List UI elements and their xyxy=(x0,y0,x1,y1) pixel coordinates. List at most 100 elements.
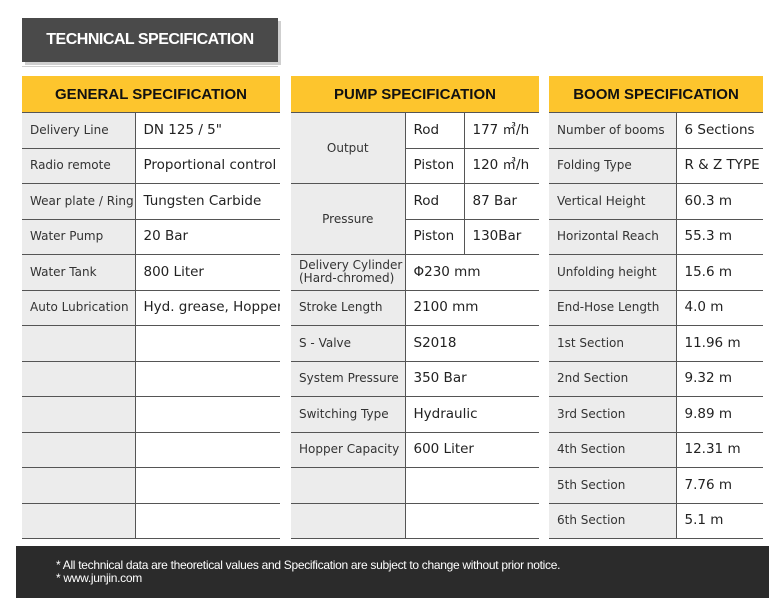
table-row: Vertical Height 60.3 m xyxy=(549,183,763,220)
empty-row xyxy=(22,467,280,504)
pressure-piston-label: Piston xyxy=(404,219,464,255)
table-row: Folding Type R & Z TYPE xyxy=(549,148,763,184)
boom-label: 1st Section xyxy=(549,325,676,362)
table-row: Piston 120 ㎥/h xyxy=(291,148,540,184)
table-row: 3rd Section 9.89 m xyxy=(549,396,763,433)
pump-value: Hydraulic xyxy=(404,396,540,433)
boom-label: Unfolding height xyxy=(549,254,676,291)
table-row: 4th Section 12.31 m xyxy=(549,432,763,468)
boom-value: 7.76 m xyxy=(675,467,763,504)
pressure-rod-value: 87 Bar xyxy=(463,183,540,220)
boom-value: 5.1 m xyxy=(675,503,763,539)
table-row: S - Valve S2018 xyxy=(291,325,540,362)
general-value: Hyd. grease, Hopper xyxy=(134,290,280,326)
pump-spec-header: PUMP SPECIFICATION xyxy=(291,76,540,113)
boom-value: 11.96 m xyxy=(675,325,763,362)
table-row: End-Hose Length 4.0 m xyxy=(549,290,763,326)
empty-cell xyxy=(134,432,280,468)
empty-cell xyxy=(22,503,135,539)
empty-row xyxy=(22,361,280,397)
page-title: TECHNICAL SPECIFICATION xyxy=(22,18,278,62)
output-piston-label: Piston xyxy=(404,148,464,184)
disclaimer-text: * All technical data are theoretical val… xyxy=(56,558,561,572)
boom-value: 15.6 m xyxy=(675,254,763,291)
table-row: System Pressure 350 Bar xyxy=(291,361,540,397)
empty-row xyxy=(291,467,540,504)
empty-cell xyxy=(291,467,405,504)
pump-value: 600 Liter xyxy=(404,432,540,468)
pump-label: System Pressure xyxy=(291,361,405,397)
pump-label: Hopper Capacity xyxy=(291,432,405,468)
boom-label: Vertical Height xyxy=(549,183,676,220)
empty-cell xyxy=(134,361,280,397)
table-row: 2nd Section 9.32 m xyxy=(549,361,763,397)
general-label: Water Pump xyxy=(22,219,135,255)
pump-label: Stroke Length xyxy=(291,290,405,326)
boom-label: 2nd Section xyxy=(549,361,676,397)
pressure-rod-label: Rod xyxy=(404,183,464,220)
boom-spec-header: BOOM SPECIFICATION xyxy=(549,76,763,113)
empty-cell xyxy=(291,503,405,539)
table-row: Hopper Capacity 600 Liter xyxy=(291,432,540,468)
general-value: 20 Bar xyxy=(134,219,280,255)
boom-value: 55.3 m xyxy=(675,219,763,255)
general-label: Radio remote xyxy=(22,148,135,184)
pump-spec-table: PUMP SPECIFICATION Output Rod 177 ㎥/h Pi… xyxy=(291,76,540,539)
table-row: 6th Section 5.1 m xyxy=(549,503,763,539)
output-label: Output xyxy=(291,112,405,184)
title-divider xyxy=(22,66,278,67)
table-row: Auto Lubrication Hyd. grease, Hopper xyxy=(22,290,280,326)
empty-cell xyxy=(22,396,135,433)
table-row: Output Rod 177 ㎥/h xyxy=(291,112,540,184)
pump-value: Φ230 mm xyxy=(404,254,540,291)
boom-value: 12.31 m xyxy=(675,432,763,468)
boom-value: 4.0 m xyxy=(675,290,763,326)
table-row: Water Pump 20 Bar xyxy=(22,219,280,255)
table-row: Unfolding height 15.6 m xyxy=(549,254,763,291)
boom-label: End-Hose Length xyxy=(549,290,676,326)
boom-spec-table: BOOM SPECIFICATION Number of booms 6 Sect… xyxy=(549,76,763,539)
empty-cell xyxy=(22,467,135,504)
pump-label: S - Valve xyxy=(291,325,405,362)
general-spec-header: GENERAL SPECIFICATION xyxy=(22,76,280,113)
boom-label: Number of booms xyxy=(549,112,676,149)
output-rod-label: Rod xyxy=(404,112,464,149)
general-value: Tungsten Carbide xyxy=(134,183,280,220)
empty-cell xyxy=(22,325,135,362)
website-link[interactable]: * www.junjin.com xyxy=(56,571,142,585)
general-spec-table: GENERAL SPECIFICATION Delivery Line DN 12… xyxy=(22,76,280,539)
empty-cell xyxy=(134,503,280,539)
pump-value: 2100 mm xyxy=(404,290,540,326)
boom-value: R & Z TYPE xyxy=(675,148,763,184)
general-label: Delivery Line xyxy=(22,112,135,149)
table-row: Piston 130Bar xyxy=(291,219,540,255)
table-row: Wear plate / Ring Tungsten Carbide xyxy=(22,183,280,220)
boom-label: 3rd Section xyxy=(549,396,676,433)
table-row: Number of booms 6 Sections xyxy=(549,112,763,149)
pump-value: S2018 xyxy=(404,325,540,362)
general-value: DN 125 / 5" xyxy=(134,112,280,149)
boom-label: 6th Section xyxy=(549,503,676,539)
empty-row xyxy=(22,325,280,362)
boom-label: 5th Section xyxy=(549,467,676,504)
table-row: 5th Section 7.76 m xyxy=(549,467,763,504)
pressure-label: Pressure xyxy=(291,183,405,255)
empty-cell xyxy=(134,396,280,433)
table-row: Stroke Length 2100 mm xyxy=(291,290,540,326)
table-row: Horizontal Reach 55.3 m xyxy=(549,219,763,255)
empty-row xyxy=(291,503,540,539)
empty-row xyxy=(22,396,280,433)
general-label: Auto Lubrication xyxy=(22,290,135,326)
table-row: Delivery Line DN 125 / 5" xyxy=(22,112,280,149)
boom-label: Folding Type xyxy=(549,148,676,184)
pressure-piston-value: 130Bar xyxy=(463,219,540,255)
boom-label: Horizontal Reach xyxy=(549,219,676,255)
general-value: Proportional control xyxy=(134,148,280,184)
boom-value: 9.32 m xyxy=(675,361,763,397)
output-rod-value: 177 ㎥/h xyxy=(463,112,540,149)
pump-value: 350 Bar xyxy=(404,361,540,397)
empty-cell xyxy=(22,361,135,397)
boom-value: 60.3 m xyxy=(675,183,763,220)
boom-label: 4th Section xyxy=(549,432,676,468)
boom-value: 6 Sections xyxy=(675,112,763,149)
